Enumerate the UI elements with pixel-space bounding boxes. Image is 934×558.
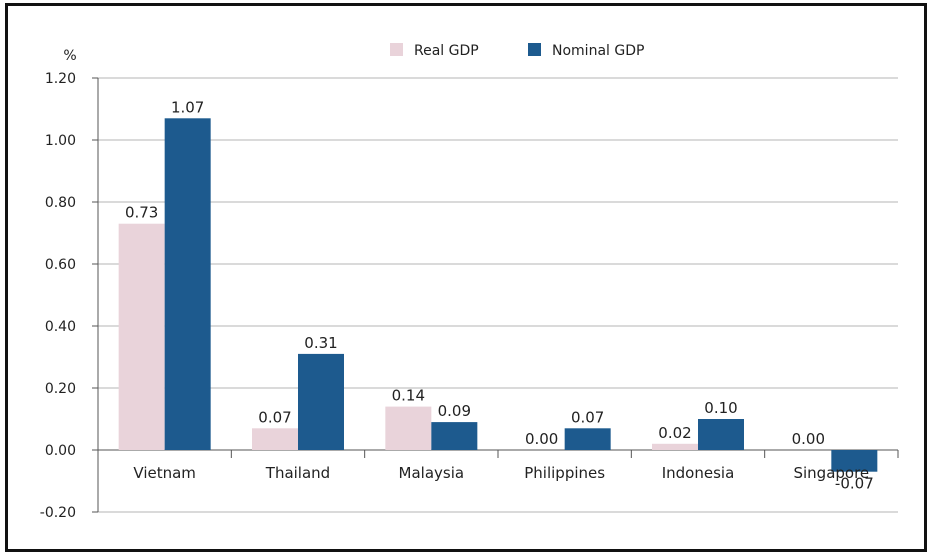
legend-swatch-real-gdp xyxy=(390,43,403,56)
y-tick-label: 0.80 xyxy=(45,195,76,211)
y-tick-label: -0.20 xyxy=(40,505,76,521)
nominal-gdp-label-thailand: 0.31 xyxy=(304,334,337,352)
real-gdp-label-indonesia: 0.02 xyxy=(658,424,691,442)
nominal-gdp-bar-philippines xyxy=(564,428,611,450)
bars xyxy=(118,118,878,472)
nominal-gdp-label-vietnam: 1.07 xyxy=(171,98,204,116)
category-label-thailand: Thailand xyxy=(265,464,330,482)
nominal-gdp-bar-indonesia xyxy=(698,419,744,450)
category-label-singapore: Singapore xyxy=(793,464,869,482)
category-labels: Vietnam Thailand Malaysia Philippines Indone… xyxy=(133,464,869,482)
category-label-vietnam: Vietnam xyxy=(133,464,196,482)
category-label-indonesia: Indonesia xyxy=(662,464,735,482)
nominal-gdp-bar-singapore xyxy=(831,450,878,472)
data-labels: 0.73 1.07 0.07 0.31 0.14 0.09 0.00 0.07 0.02 0.10… xyxy=(125,98,874,492)
y-tick-label: 1.00 xyxy=(45,133,76,149)
nominal-gdp-label-singapore: -0.07 xyxy=(835,475,874,493)
nominal-gdp-bar-thailand xyxy=(298,353,344,450)
legend-label-real-gdp: Real GDP xyxy=(414,43,479,59)
y-tick-label: 0.60 xyxy=(45,257,76,273)
nominal-gdp-bar-vietnam xyxy=(164,118,211,451)
axes xyxy=(92,77,899,513)
category-label-malaysia: Malaysia xyxy=(399,464,465,482)
y-tick-label: 0.00 xyxy=(45,443,76,459)
legend: Real GDP Nominal GDP xyxy=(390,43,644,59)
category-label-philippines: Philippines xyxy=(524,464,605,482)
legend-label-nominal-gdp: Nominal GDP xyxy=(552,43,644,59)
real-gdp-label-malaysia: 0.14 xyxy=(392,387,425,405)
y-tick-label: 0.20 xyxy=(45,381,76,397)
real-gdp-label-vietnam: 0.73 xyxy=(125,204,158,222)
real-gdp-bar-malaysia xyxy=(385,406,432,450)
real-gdp-label-thailand: 0.07 xyxy=(258,408,291,426)
real-gdp-bar-vietnam xyxy=(118,223,165,450)
nominal-gdp-bar-malaysia xyxy=(431,422,478,450)
y-tick-label: 1.20 xyxy=(45,71,76,87)
y-tick-label: 0.40 xyxy=(45,319,76,335)
legend-swatch-nominal-gdp xyxy=(528,43,541,56)
nominal-gdp-label-malaysia: 0.09 xyxy=(438,402,471,420)
y-unit-label: % xyxy=(63,48,76,64)
nominal-gdp-label-indonesia: 0.10 xyxy=(704,399,737,417)
nominal-gdp-label-philippines: 0.07 xyxy=(571,408,604,426)
real-gdp-label-singapore: 0.00 xyxy=(792,430,825,448)
real-gdp-bar-thailand xyxy=(252,428,298,450)
gridlines xyxy=(98,77,898,513)
real-gdp-label-philippines: 0.00 xyxy=(525,430,558,448)
real-gdp-bar-indonesia xyxy=(652,443,698,450)
y-tick-labels: -0.20 0.00 0.20 0.40 0.60 0.80 1.00 1.20 xyxy=(40,71,76,521)
